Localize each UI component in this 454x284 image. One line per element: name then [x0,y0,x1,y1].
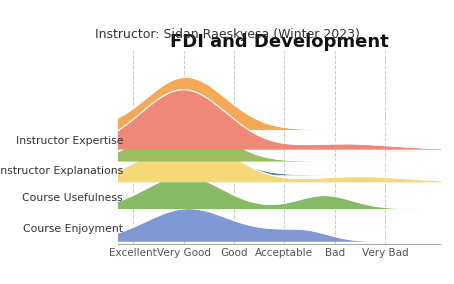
Text: Instructor: Sidan Raeskyesa (Winter 2023): Instructor: Sidan Raeskyesa (Winter 2023… [94,28,360,41]
Text: Course Enjoyment: Course Enjoyment [23,224,123,234]
Text: Course Usefulness: Course Usefulness [22,193,123,203]
Title: FDI and Development: FDI and Development [170,33,389,51]
Text: Instructor Expertise: Instructor Expertise [15,136,123,146]
Text: Instructor Explanations: Instructor Explanations [0,166,123,176]
